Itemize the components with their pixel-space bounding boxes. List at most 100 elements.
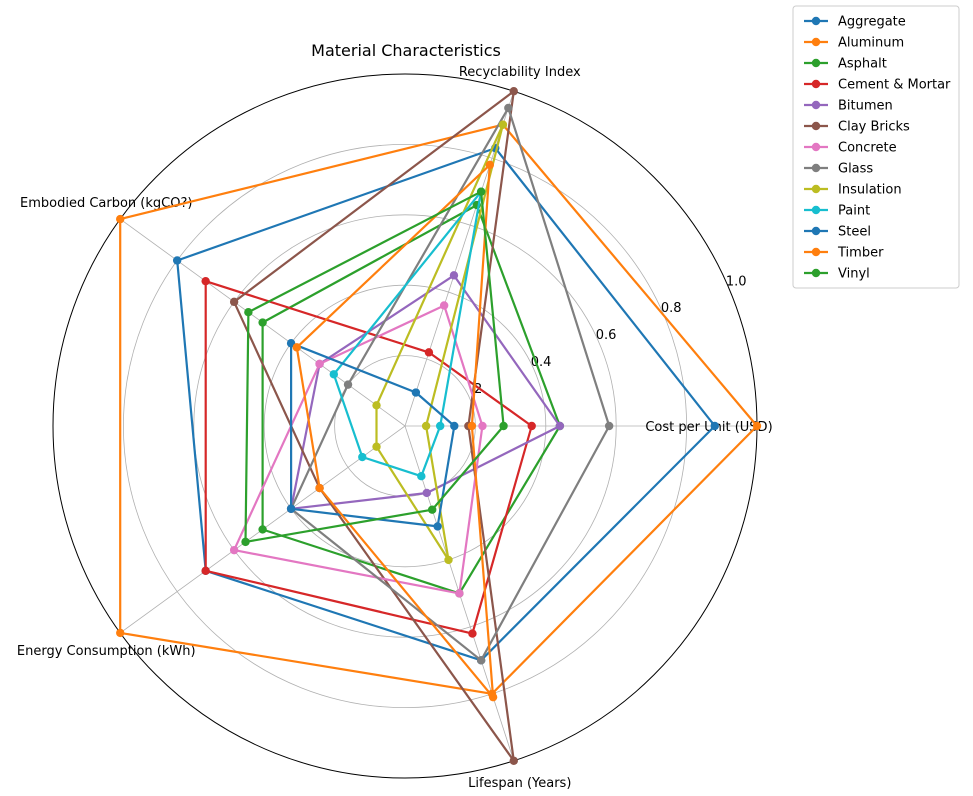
series-line [261,204,561,595]
data-point [417,472,426,481]
data-point [436,421,445,431]
data-point [229,545,239,555]
data-point [286,504,296,513]
legend-item: Bitumen [804,99,893,114]
series-aluminum [116,120,762,699]
legend-item: Vinyl [804,267,870,282]
legend-label: Cement & Mortar [838,78,951,93]
legend-label: Bitumen [838,99,893,114]
data-point [468,629,477,638]
data-point [424,348,434,357]
legend-item: Clay Bricks [804,120,910,135]
legend-label: Aggregate [838,15,906,30]
data-point [201,566,210,576]
legend-frame [792,5,960,289]
legend-swatch-marker [811,268,821,278]
data-point [229,297,239,307]
radial-tick-label: 0.8 [661,301,682,316]
data-point [604,421,614,431]
data-point [450,421,459,431]
chart-title: Material Characteristics [311,41,501,60]
data-point [329,370,339,379]
data-point [422,488,431,498]
legend-swatch-marker [811,37,821,47]
axis-labels: Cost per Unit (USD) Recyclability Index Em… [17,65,773,791]
legend-swatch-marker [811,16,821,26]
data-point [358,452,367,462]
data-point [555,421,565,431]
data-point [244,308,253,317]
data-point [752,421,762,431]
series-line [290,274,561,510]
data-point [488,692,498,702]
data-point [478,421,487,431]
legend-swatch-marker [811,247,821,257]
legend-label: Timber [837,246,884,261]
data-point [343,380,353,389]
legend-label: Concrete [838,141,897,156]
data-point [427,505,437,514]
legend-swatch-marker [811,142,821,152]
legend-item: Timber [804,246,884,261]
data-point [315,359,324,369]
legend-swatch-marker [811,226,821,236]
legend-item: Aluminum [804,36,904,51]
data-point [455,589,464,598]
series-line [295,163,495,699]
data-point [498,120,508,129]
legend-swatch-marker [811,163,821,173]
legend-label: Aluminum [838,36,904,51]
series-line [233,90,515,762]
axis-label: Cost per Unit (USD) [645,420,772,435]
legend-item: Cement & Mortar [804,78,951,93]
data-point [509,87,518,96]
data-point [258,318,267,327]
radial-tick-label: 0.4 [531,355,552,370]
series-cement-mortar [201,276,536,638]
axis-label: Lifespan (Years) [468,776,571,791]
series-glass [286,103,614,665]
series-vinyl [241,187,508,547]
legend-item: Glass [804,162,873,177]
data-point [411,388,421,397]
axis-label: Energy Consumption (kWh) [17,644,196,659]
legend-item: Steel [804,225,871,240]
radial-tick-label: 1.0 [726,274,747,289]
data-point [421,421,431,431]
data-point [527,421,536,431]
legend: Aggregate Aluminum Asphalt Cement & Mortar B… [792,5,960,289]
series-layer [116,87,762,765]
data-point [449,271,459,280]
data-point [467,421,477,431]
legend-swatch-marker [811,100,821,110]
data-point [710,421,719,431]
axis-label: Embodied Carbon (kgCO?) [20,196,192,211]
data-point [258,525,267,534]
data-point [172,256,182,265]
data-point [116,214,125,224]
legend-swatch-marker [811,79,821,89]
legend-item: Paint [804,204,870,219]
legend-label: Glass [838,162,873,177]
data-point [372,401,381,410]
legend-swatch-marker [811,184,821,194]
legend-label: Asphalt [838,57,887,72]
legend-swatch-marker [811,205,821,215]
data-point [241,537,250,547]
series-timber [292,160,498,702]
series-steel [286,339,459,531]
series-line [244,190,505,543]
data-point [476,656,486,665]
data-point [509,756,518,765]
data-point [444,555,453,565]
series-line [204,280,533,635]
legend-label: Clay Bricks [838,120,910,135]
data-point [504,103,513,113]
legend-swatch-marker [811,58,821,68]
data-point [439,301,449,310]
legend-item: Concrete [804,141,897,156]
legend-label: Vinyl [838,267,870,282]
data-point [292,343,301,352]
data-point [485,160,495,170]
